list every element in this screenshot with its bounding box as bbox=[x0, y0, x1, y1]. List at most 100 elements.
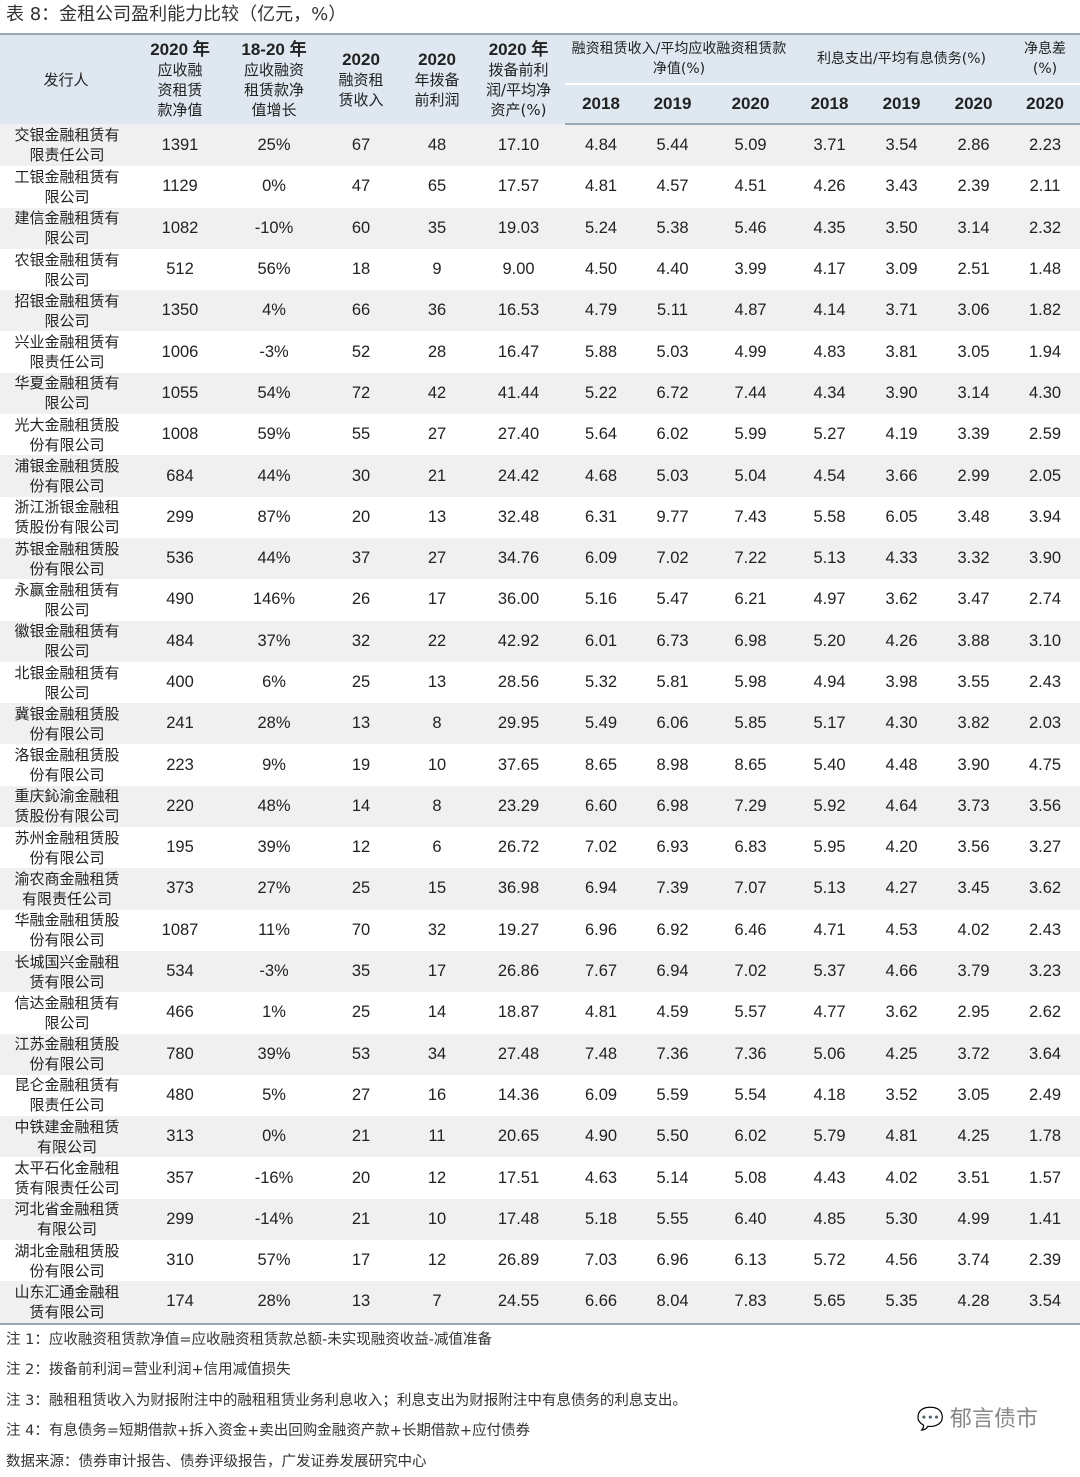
table-cell: 3.90 bbox=[1028, 549, 1062, 568]
table-row: 浦银金融租赁股份有限公司 684 44% 30 21 24.42 4.68 5.03 5.04 4… bbox=[0, 455, 1080, 497]
table-cell: 14 bbox=[427, 1003, 447, 1022]
table-cell: 36.00 bbox=[497, 590, 540, 609]
table-cell: 2.51 bbox=[957, 260, 990, 279]
table-cell: 5.95 bbox=[813, 838, 846, 857]
table-cell: 5.47 bbox=[656, 590, 689, 609]
table-cell: 6% bbox=[262, 673, 286, 691]
table-cell: 490 bbox=[166, 590, 194, 609]
table-cell: 6.98 bbox=[656, 796, 689, 815]
table-row: 长城国兴金融租赁有限公司 534 -3% 35 17 26.86 7.67 6.94 7.02 5… bbox=[0, 950, 1080, 993]
table-cell: 5.44 bbox=[656, 136, 689, 155]
table-cell: 3.05 bbox=[957, 1085, 990, 1104]
table-cell: 17.10 bbox=[497, 135, 540, 154]
table-row: 农银金融租赁有限公司 512 56% 18 9 9.00 4.50 4.40 3.99 4.17 3… bbox=[0, 249, 1080, 290]
table-cell: 4.51 bbox=[734, 177, 767, 196]
table-cell: 4.17 bbox=[813, 260, 846, 279]
table-row: 冀银金融租赁股份有限公司 241 28% 13 8 29.95 5.49 6.06 5.85 5.… bbox=[0, 703, 1080, 745]
header-pre-provision-roa: 2020 年拨备前利 润/平均净 资产(%) bbox=[472, 34, 565, 124]
table-cell: 5.79 bbox=[813, 1127, 846, 1146]
table-cell: 7 bbox=[402, 1281, 472, 1325]
issuer-name: 湖北金融租赁股份有限公司 bbox=[14, 1241, 120, 1280]
table-cell: 1.48 bbox=[1028, 260, 1062, 279]
table-cell: 5.72 bbox=[813, 1251, 846, 1270]
table-cell: 4.90 bbox=[584, 1127, 618, 1146]
table-cell: 4.94 bbox=[813, 673, 846, 691]
table-cell: 6.21 bbox=[734, 590, 767, 609]
table-cell: 5.27 bbox=[813, 425, 846, 444]
table-row: 招银金融租赁有限公司 1350 4% 66 36 16.53 4.79 5.11 4.87 4.1… bbox=[0, 290, 1080, 332]
table-cell: 37% bbox=[257, 631, 291, 650]
table-cell: 4.26 bbox=[813, 177, 846, 196]
table-cell: 3.73 bbox=[957, 796, 990, 815]
table-cell: 4.02 bbox=[957, 920, 990, 939]
table-cell: 3.32 bbox=[957, 549, 990, 568]
table-cell: 3.09 bbox=[885, 260, 918, 279]
table-cell: 1.94 bbox=[1028, 342, 1062, 361]
table-cell: 39% bbox=[257, 838, 291, 857]
table-title: 表 8：金租公司盈利能力比较（亿元，%） bbox=[6, 4, 347, 25]
table-cell: 12 bbox=[427, 1251, 447, 1270]
table-row: 建信金融租赁有限公司 1082 -10% 60 35 19.03 5.24 5.38 5.46 4… bbox=[0, 207, 1080, 249]
table-cell: 39% bbox=[257, 1044, 291, 1063]
issuer-name: 浙江浙银金融租赁股份有限公司 bbox=[14, 498, 120, 537]
issuer-name: 江苏金融租赁股份有限公司 bbox=[14, 1035, 120, 1074]
issuer-name: 华融金融租赁股份有限公司 bbox=[14, 911, 120, 950]
table-cell: 36 bbox=[427, 301, 447, 320]
table-cell: 4.66 bbox=[885, 962, 918, 981]
table-row: 工银金融租赁有限公司 1129 0% 47 65 17.57 4.81 4.57 4.51 4.2… bbox=[0, 166, 1080, 207]
table-cell: 3.51 bbox=[957, 1168, 990, 1187]
table-cell: 241 bbox=[166, 714, 194, 733]
table-cell: 5.32 bbox=[584, 673, 618, 691]
table-cell: 466 bbox=[166, 1003, 194, 1022]
table-cell: 6.06 bbox=[656, 714, 689, 733]
table-cell: 3.88 bbox=[957, 631, 990, 650]
table-cell: 4.79 bbox=[584, 301, 618, 320]
issuer-name: 工银金融租赁有限公司 bbox=[14, 167, 120, 206]
table-cell: 6.46 bbox=[734, 920, 767, 939]
table-cell: 3.72 bbox=[957, 1044, 990, 1063]
table-cell: 4.18 bbox=[813, 1085, 846, 1104]
table-cell: 66 bbox=[351, 301, 371, 320]
header-net-receivables: 2020 年应收融 资租赁 款净值 bbox=[132, 34, 228, 124]
header-year: 2020 bbox=[708, 84, 794, 125]
table-cell: 20.65 bbox=[497, 1127, 540, 1146]
table-cell: 357 bbox=[166, 1168, 194, 1187]
table-cell: 5.54 bbox=[734, 1085, 767, 1104]
table-cell: 28 bbox=[427, 342, 447, 361]
table-cell: 684 bbox=[166, 466, 194, 485]
table-cell: 54% bbox=[257, 383, 291, 402]
table-cell: 27.40 bbox=[497, 425, 540, 444]
table-row: 渝农商金融租赁有限责任公司 373 27% 25 15 36.98 6.94 7.39 7.07… bbox=[0, 868, 1080, 910]
table-cell: 5.03 bbox=[656, 342, 689, 361]
table-cell: 8 bbox=[432, 714, 442, 733]
table-cell: 13 bbox=[427, 673, 447, 691]
table-cell: 4.25 bbox=[957, 1127, 990, 1146]
table-cell: 1.57 bbox=[1028, 1168, 1062, 1187]
table-cell: 67 bbox=[351, 135, 371, 154]
table-cell: 17.48 bbox=[497, 1209, 540, 1228]
issuer-name: 苏州金融租赁股份有限公司 bbox=[14, 828, 120, 867]
table-cell: 4.99 bbox=[957, 1209, 990, 1228]
table-cell: 4.30 bbox=[885, 714, 918, 733]
table-cell: 7.67 bbox=[584, 962, 618, 981]
table-cell: 12 bbox=[427, 1168, 447, 1187]
table-cell: 3.05 bbox=[957, 342, 990, 361]
table-cell: 3.47 bbox=[957, 590, 990, 609]
table-row: 永赢金融租赁有限公司 490 146% 26 17 36.00 5.16 5.47 6.21 4.… bbox=[0, 579, 1080, 620]
table-cell: 8.65 bbox=[734, 755, 767, 774]
table-cell: 21 bbox=[351, 1209, 371, 1228]
table-cell: 4.99 bbox=[734, 342, 767, 361]
table-cell: 12 bbox=[351, 838, 371, 857]
issuer-name: 昆仑金融租赁有限责任公司 bbox=[14, 1076, 120, 1115]
table-cell: 3.48 bbox=[957, 507, 990, 526]
table-cell: 1% bbox=[262, 1003, 286, 1022]
table-cell: 3.52 bbox=[885, 1085, 918, 1104]
table-cell: 5.38 bbox=[656, 218, 689, 237]
table-cell: 2.39 bbox=[957, 177, 990, 196]
table-cell: 313 bbox=[166, 1127, 194, 1146]
table-cell: 5.98 bbox=[734, 673, 767, 691]
table-row: 中铁建金融租赁有限公司 313 0% 21 11 20.65 4.90 5.50 6.02 5.7… bbox=[0, 1116, 1080, 1158]
table-row: 华夏金融租赁有限公司 1055 54% 72 42 41.44 5.22 6.72 7.44 4.… bbox=[0, 372, 1080, 415]
table-cell: 44% bbox=[257, 549, 291, 568]
table-cell: 70 bbox=[351, 920, 371, 939]
